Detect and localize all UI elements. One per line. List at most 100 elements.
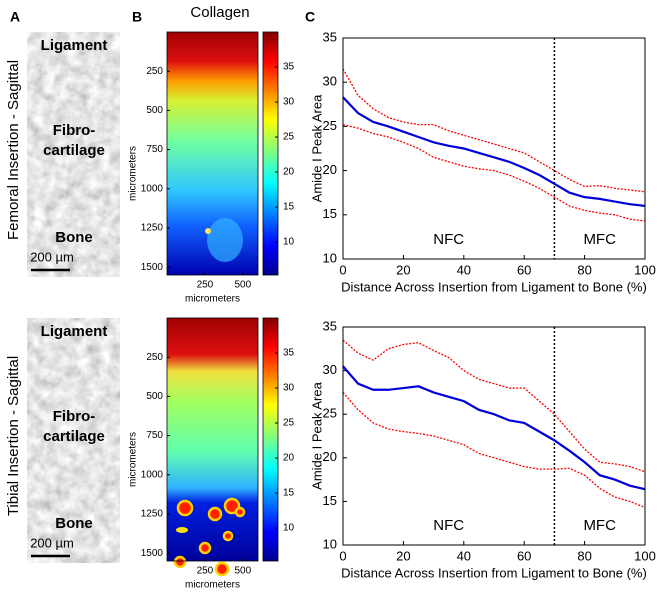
heatmap-title: Collagen — [190, 4, 249, 21]
y-tick-label: 20 — [323, 162, 337, 177]
panel-label: B — [132, 9, 142, 25]
colorbar-tick-label: 35 — [283, 348, 295, 359]
x-tick-label: 250 — [197, 280, 214, 291]
y-tick-label: 750 — [146, 430, 163, 441]
scale-bar-label: 200 µm — [30, 249, 74, 264]
y-axis-label: Amide I Peak Area — [309, 381, 324, 489]
x-tick-label: 250 — [197, 566, 214, 577]
panel-label: C — [305, 9, 315, 25]
y-tick-label: 10 — [323, 250, 337, 265]
heatmap-hotspot — [207, 506, 223, 522]
x-axis-label: Distance Across Insertion from Ligament … — [341, 279, 647, 294]
row-label: Femoral Insertion - Sagittal — [5, 60, 22, 240]
y-tick-label: 15 — [323, 493, 337, 508]
colorbar-tick-label: 10 — [283, 523, 295, 534]
line-series — [342, 365, 646, 491]
heatmap-hotspot — [176, 527, 188, 533]
x-tick-label: 500 — [234, 566, 251, 577]
colorbar-tick-label: 15 — [283, 202, 295, 213]
y-axis-label: micrometers — [128, 432, 139, 487]
y-tick-label: 1500 — [141, 262, 164, 273]
plot-frame — [342, 37, 646, 260]
y-tick-label: 1000 — [141, 183, 164, 194]
heatmap-hotspot — [234, 506, 246, 518]
y-tick-label: 30 — [323, 362, 337, 377]
tissue-label: Bone — [55, 515, 93, 532]
x-tick-label: 60 — [517, 262, 531, 277]
x-tick-label: 80 — [577, 548, 591, 563]
line-series — [342, 123, 646, 222]
y-tick-label: 250 — [146, 352, 163, 363]
colorbar-tick-label: 30 — [283, 383, 295, 394]
heatmap-hotspot — [214, 561, 230, 577]
heatmap-hotspot — [173, 555, 187, 569]
y-tick-label: 25 — [323, 118, 337, 133]
panel-label: A — [10, 9, 20, 25]
y-axis-label: micrometers — [128, 146, 139, 201]
y-tick-label: 35 — [323, 29, 337, 44]
scale-bar-label: 200 µm — [30, 535, 74, 550]
colorbar-tick-label: 20 — [283, 453, 295, 464]
line-series — [342, 339, 646, 473]
colorbar — [262, 31, 279, 276]
line-series — [342, 96, 646, 208]
heatmap-frame — [166, 317, 259, 562]
x-tick-label: 100 — [634, 548, 656, 563]
x-tick-label: 40 — [457, 548, 471, 563]
y-tick-label: 30 — [323, 74, 337, 89]
tissue-label: Ligament — [41, 37, 108, 54]
y-tick-label: 500 — [146, 105, 163, 116]
colorbar-tick-label: 35 — [283, 62, 295, 73]
x-tick-label: 100 — [634, 262, 656, 277]
y-tick-label: 1000 — [141, 469, 164, 480]
heatmap-region — [207, 218, 243, 262]
colorbar-tick-label: 15 — [283, 488, 295, 499]
y-tick-label: 1250 — [141, 223, 164, 234]
y-tick-label: 750 — [146, 144, 163, 155]
y-tick-label: 25 — [323, 406, 337, 421]
colorbar — [262, 317, 279, 562]
tissue-label: Fibro- — [53, 408, 96, 425]
heatmap-hotspot — [222, 530, 234, 542]
tissue-label: Fibro- — [53, 122, 96, 139]
colorbar-tick-label: 10 — [283, 237, 295, 248]
y-axis-label: Amide I Peak Area — [309, 94, 324, 202]
y-tick-label: 10 — [323, 536, 337, 551]
y-tick-label: 250 — [146, 66, 163, 77]
region-label: MFC — [583, 517, 616, 534]
x-axis-label: Distance Across Insertion from Ligament … — [341, 565, 647, 580]
tissue-label: cartilage — [43, 428, 105, 445]
x-tick-label: 20 — [396, 548, 410, 563]
heatmap-hotspot — [205, 228, 211, 234]
region-label: NFC — [433, 231, 464, 248]
y-tick-label: 35 — [323, 318, 337, 333]
y-tick-label: 1500 — [141, 548, 164, 559]
line-series — [342, 68, 646, 193]
x-tick-label: 60 — [517, 548, 531, 563]
plot-frame — [342, 326, 646, 546]
x-axis-label: micrometers — [185, 580, 240, 591]
heatmap — [167, 318, 258, 561]
x-tick-label: 80 — [577, 262, 591, 277]
x-axis-label: micrometers — [185, 294, 240, 305]
x-tick-label: 20 — [396, 262, 410, 277]
colorbar-tick-label: 25 — [283, 418, 295, 429]
y-tick-label: 15 — [323, 206, 337, 221]
row-label: Tibial Insertion - Sagittal — [5, 356, 22, 516]
heatmap-hotspot — [198, 541, 212, 555]
region-label: MFC — [583, 231, 616, 248]
x-tick-label: 0 — [339, 548, 346, 563]
colorbar-tick-label: 25 — [283, 132, 295, 143]
region-label: NFC — [433, 517, 464, 534]
x-tick-label: 500 — [234, 280, 251, 291]
colorbar-tick-label: 30 — [283, 97, 295, 108]
x-tick-label: 0 — [339, 262, 346, 277]
tissue-label: Ligament — [41, 323, 108, 340]
line-series — [342, 391, 646, 509]
micrograph — [27, 32, 120, 277]
heatmap-frame — [166, 31, 259, 276]
tissue-label: Bone — [55, 229, 93, 246]
heatmap-hotspot — [176, 499, 194, 517]
micrograph — [27, 318, 120, 563]
